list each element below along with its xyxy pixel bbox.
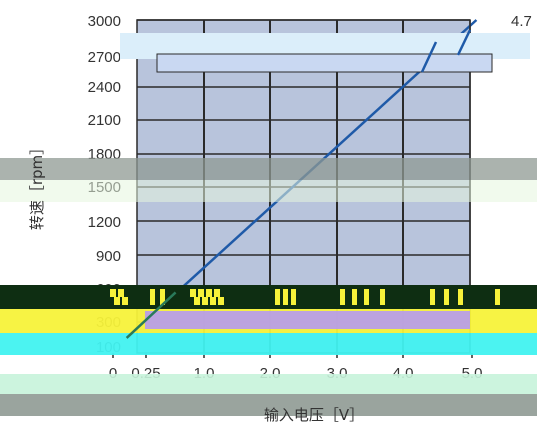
overlay-band — [0, 374, 537, 394]
overlay-band — [202, 297, 208, 305]
y-tick-label: 2700 — [88, 49, 121, 66]
y-tick-label: 2400 — [88, 79, 121, 96]
overlay-band — [275, 289, 280, 305]
overlay-band — [495, 289, 500, 305]
series-line-lower — [125, 291, 177, 339]
overlay-band — [364, 289, 369, 305]
y-tick-label: 900 — [96, 248, 121, 265]
overlay-band — [0, 158, 537, 180]
overlay-band — [214, 289, 220, 297]
overlay-band — [0, 180, 537, 202]
x-tick-label: 0 — [109, 365, 117, 382]
break-strip — [156, 53, 493, 73]
overlay-band — [122, 297, 128, 305]
overlay-band — [0, 333, 537, 355]
overlay-band — [430, 289, 435, 305]
overlay-bands — [0, 158, 537, 416]
overlay-band — [380, 289, 385, 305]
y-axis-title: 转速［rpm］ — [28, 140, 46, 230]
x-axis-title: 输入电压［V］ — [264, 406, 364, 424]
overlay-band — [145, 311, 470, 329]
overlay-band — [150, 289, 155, 305]
y-tick-label: 1200 — [88, 214, 121, 231]
overlay-band — [444, 289, 449, 305]
overlay-band — [340, 289, 345, 305]
overlay-band — [114, 297, 120, 305]
overlay-band — [194, 297, 200, 305]
break-slash — [420, 41, 438, 73]
break-slash — [456, 29, 472, 56]
overlay-band — [190, 289, 196, 297]
overlay-band — [352, 289, 357, 305]
overlay-band — [118, 289, 124, 297]
overlay-band — [210, 297, 216, 305]
overlay-band — [291, 289, 296, 305]
annotation-label: 4.7 — [511, 13, 532, 30]
overlay-band — [206, 289, 212, 297]
overlay-band — [0, 285, 537, 309]
overlay-band — [218, 297, 224, 305]
overlay-band — [283, 289, 288, 305]
overlay-band — [160, 289, 165, 305]
axis-break — [120, 29, 530, 73]
overlay-band — [458, 289, 463, 305]
overlay-band — [198, 289, 204, 297]
overlay-band — [110, 289, 116, 297]
overlay-band — [0, 394, 537, 416]
y-tick-label: 3000 — [88, 13, 121, 30]
y-tick-label: 2100 — [88, 112, 121, 129]
